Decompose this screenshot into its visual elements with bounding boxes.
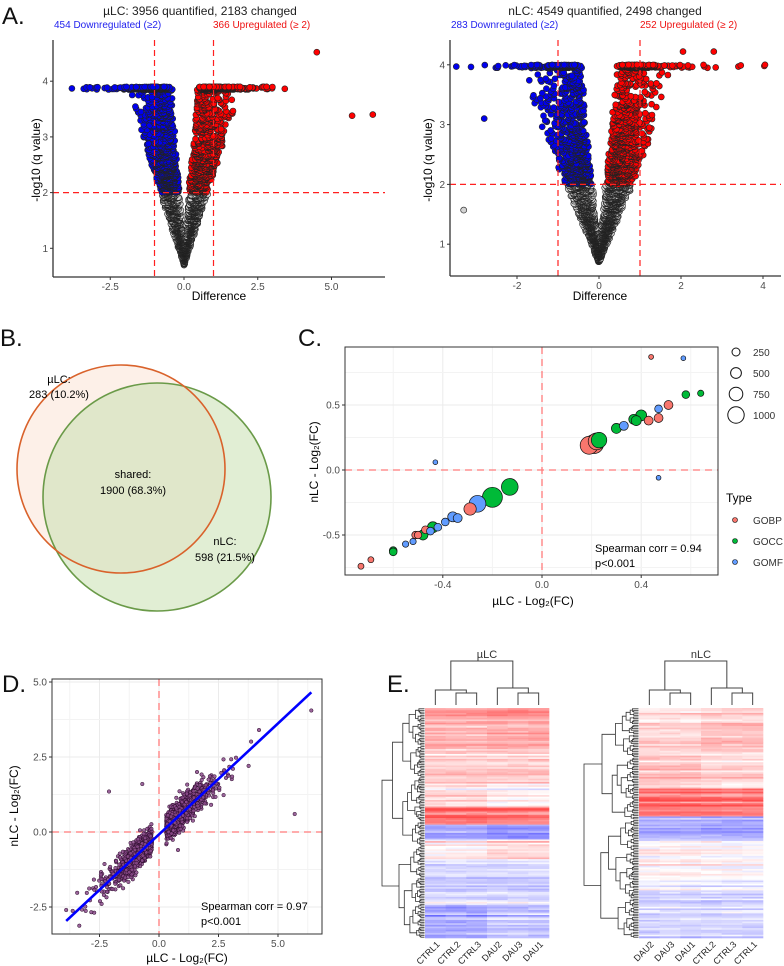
point-downregulated — [103, 84, 111, 91]
panel-label-e: E. — [387, 671, 410, 698]
chart-title: nLC: 4549 quantified, 2498 changed — [508, 4, 702, 18]
point-upregulated — [225, 83, 233, 91]
point-downregulated — [141, 83, 148, 91]
point-upregulated — [206, 83, 213, 91]
point-upregulated — [348, 112, 356, 119]
panel-label-a: A. — [2, 3, 25, 30]
y-tick-label: 3 — [42, 132, 48, 143]
point-upregulated — [217, 125, 225, 133]
point-downregulated — [68, 85, 76, 92]
point-downregulated — [111, 84, 119, 91]
point-downregulated — [86, 84, 94, 91]
volcano-plot-nlc: nLC: 4549 quantified, 2498 changed 283 D… — [421, 4, 781, 303]
point-upregulated — [269, 83, 276, 91]
point-downregulated — [123, 83, 130, 91]
x-tick-label: 2.5 — [251, 282, 265, 293]
downregulated-count: 283 Downregulated (≥2) — [451, 20, 558, 31]
point-upregulated — [246, 84, 254, 91]
y-axis-label: -log10 (q value) — [421, 118, 435, 201]
point-downregulated — [128, 91, 136, 99]
point-upregulated — [369, 111, 377, 118]
x-tick-label: 5.0 — [325, 282, 339, 293]
y-tick-label: 1 — [42, 244, 48, 255]
point-downregulated — [94, 83, 101, 91]
data-points — [452, 48, 769, 266]
point-upregulated — [192, 135, 199, 143]
point-upregulated — [236, 83, 244, 91]
point-upregulated — [228, 96, 236, 104]
x-axis-label: Difference — [192, 289, 247, 303]
upregulated-count: 366 Upregulated (≥ 2) — [213, 20, 310, 31]
data-points — [68, 48, 377, 269]
point-downregulated — [160, 83, 168, 91]
point-upregulated — [313, 48, 321, 56]
chart-title: µLC: 3956 quantified, 2183 changed — [103, 4, 297, 18]
x-tick-label: 0.0 — [177, 282, 191, 293]
point-downregulated — [133, 83, 140, 91]
point-upregulated — [281, 85, 289, 93]
y-tick-label: 4 — [42, 77, 48, 88]
upregulated-count: 252 Upregulated (≥ 2) — [640, 20, 737, 31]
y-tick-label: 2 — [42, 188, 48, 199]
point-upregulated — [229, 107, 237, 115]
downregulated-count: 454 Downregulated (≥2) — [54, 20, 161, 31]
panel-label-d: D. — [2, 671, 26, 698]
volcano-plot-ulc: µLC: 3956 quantified, 2183 changed 454 D… — [29, 4, 385, 303]
y-axis-label: -log10 (q value) — [29, 118, 43, 201]
point-downregulated — [132, 103, 139, 110]
point-upregulated — [200, 83, 207, 91]
panel-label-c: C. — [298, 325, 322, 352]
panel-label-b: B. — [0, 325, 23, 352]
point-upregulated — [263, 83, 270, 91]
x-tick-label: -2.5 — [102, 282, 120, 293]
